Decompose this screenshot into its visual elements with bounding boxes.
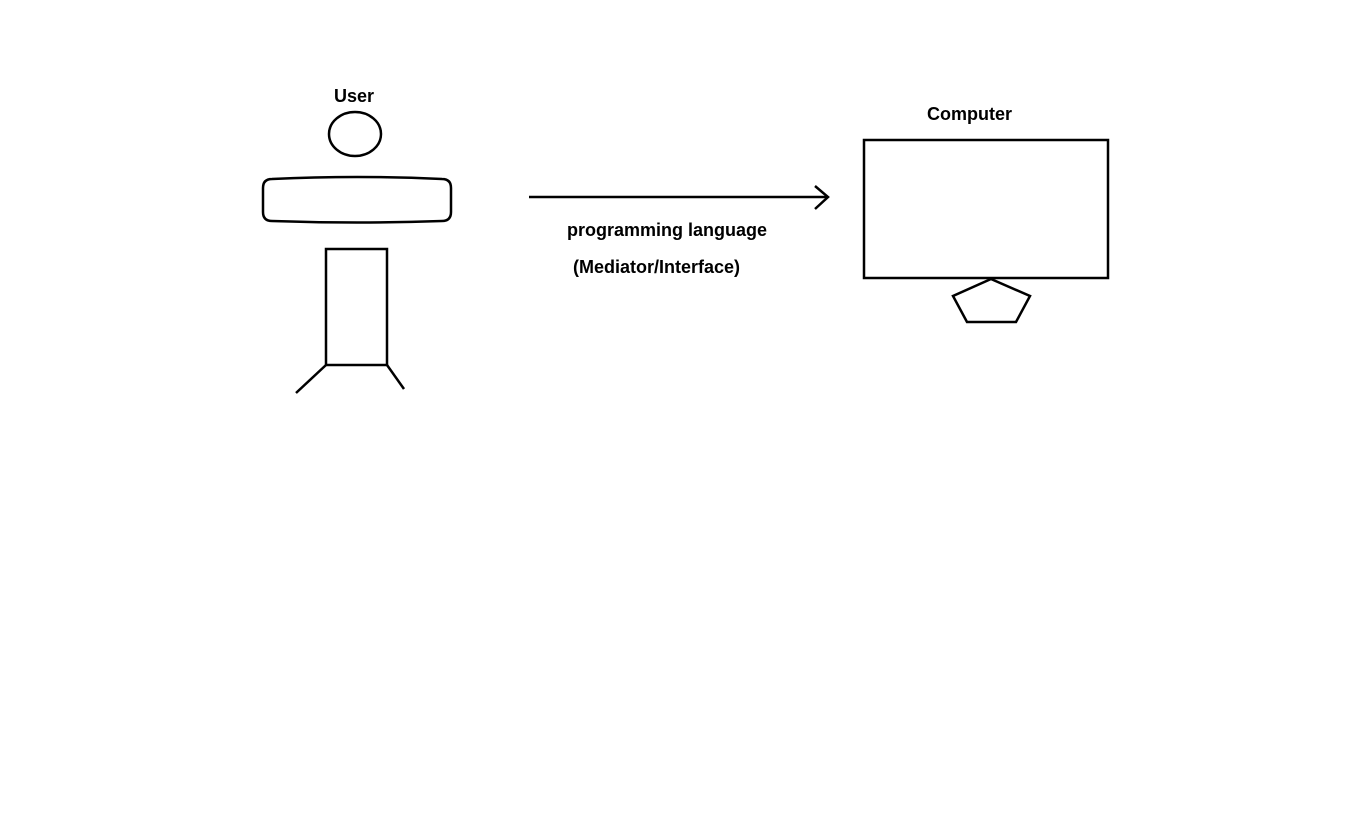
arrow-label-mediator-interface: (Mediator/Interface) — [573, 257, 741, 277]
arrow-label-programming-language: programming language — [567, 220, 768, 240]
computer-label: Computer — [927, 104, 1012, 124]
user-figure — [261, 110, 453, 394]
arrow-head — [814, 185, 830, 210]
interface-arrow — [529, 185, 830, 210]
computer-monitor — [862, 138, 1110, 280]
user-label: User — [334, 86, 375, 106]
user-right-leg — [385, 364, 406, 390]
user-left-leg — [295, 364, 327, 394]
computer-figure — [862, 138, 1110, 324]
user-head — [327, 110, 383, 158]
user-body — [324, 247, 389, 367]
user-arms — [261, 175, 453, 224]
computer-stand — [951, 277, 1032, 324]
